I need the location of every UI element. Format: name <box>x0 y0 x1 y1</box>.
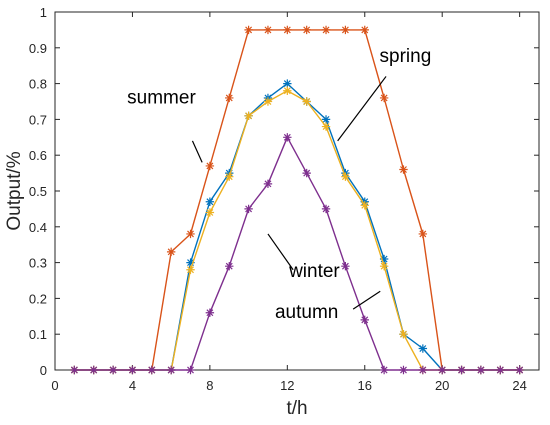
spring-point <box>283 79 292 88</box>
summer-point <box>418 229 428 239</box>
y-tick-label: 0 <box>40 363 47 378</box>
winter-leader-line <box>267 233 294 271</box>
autumn-point <box>263 97 273 106</box>
y-tick-label: 1 <box>40 5 47 20</box>
autumn-point <box>302 97 311 106</box>
winter-point <box>108 365 118 375</box>
y-axis-label: Output/% <box>4 151 25 230</box>
autumn-point <box>225 172 234 181</box>
winter-point <box>302 168 311 178</box>
autumn-point <box>341 172 350 181</box>
autumn-point <box>360 201 369 210</box>
summer-point <box>244 25 253 35</box>
annotation-layer: summer spring winter autumn <box>127 46 431 323</box>
y-tick-label: 0.1 <box>29 327 47 342</box>
summer-point <box>263 25 273 35</box>
winter-point <box>496 365 505 375</box>
summer-point <box>360 25 369 35</box>
winter-point <box>166 365 176 375</box>
x-tick-label: 12 <box>280 378 294 393</box>
winter-point <box>186 365 195 375</box>
annotation-autumn: autumn <box>275 302 338 323</box>
plot-area <box>54 11 540 371</box>
y-tick-label: 0.6 <box>29 148 47 163</box>
winter-point <box>147 365 156 375</box>
y-tick-label: 0.9 <box>29 41 47 56</box>
x-tick-label: 8 <box>206 378 213 393</box>
spring-point <box>379 254 389 264</box>
summer-point <box>166 247 176 257</box>
summer-point <box>379 93 389 103</box>
y-tick-label: 0.3 <box>29 256 47 271</box>
winter-point <box>70 365 79 375</box>
spring-leader-line <box>337 76 387 142</box>
spring-label: spring <box>380 46 432 67</box>
winter-point <box>399 365 408 375</box>
x-axis-label: t/h <box>286 398 307 419</box>
x-tick-label: 0 <box>51 378 58 393</box>
autumn-point <box>399 330 408 339</box>
winter-point <box>283 133 292 142</box>
winter-point <box>205 308 215 317</box>
x-tick-label: 16 <box>358 378 372 393</box>
y-tick-label: 0.5 <box>29 184 47 199</box>
summer-point <box>283 25 292 35</box>
autumn-point <box>205 208 215 217</box>
spring-point <box>186 258 195 267</box>
winter-point <box>476 365 486 375</box>
autumn-point <box>321 122 331 131</box>
autumn-point <box>283 86 292 95</box>
series-layer <box>70 25 524 375</box>
spring-point <box>418 344 428 353</box>
summer-label: summer <box>127 87 196 108</box>
y-tick-label: 0.2 <box>29 291 47 306</box>
y-tick-label: 0.8 <box>29 77 47 92</box>
winter-point <box>89 365 98 375</box>
spring-point <box>321 115 331 124</box>
winter-point <box>128 365 137 375</box>
summer-point <box>225 93 234 103</box>
autumn-label: autumn <box>275 302 338 323</box>
tick-layer: 0 4 8 12 16 20 24 0 0.1 0.2 0.3 0.4 0.5 0.6 0.7 0.8 0.9 1 <box>29 5 539 393</box>
summer-point <box>302 25 311 35</box>
winter-label: winter <box>288 261 340 282</box>
y-tick-label: 0.4 <box>29 220 47 235</box>
winter-point <box>341 261 350 271</box>
y-tick-label: 0.7 <box>29 112 47 127</box>
x-tick-label: 4 <box>129 378 136 393</box>
annotation-summer: summer <box>127 87 196 108</box>
winter-point <box>457 365 466 375</box>
annotation-winter: winter <box>288 261 340 282</box>
autumn-point <box>186 265 195 274</box>
summer-point <box>341 25 350 35</box>
winter-point <box>321 204 331 214</box>
autumn-leader-line <box>352 290 381 310</box>
winter-point <box>438 365 447 375</box>
spring-point <box>205 197 215 206</box>
winter-point <box>225 261 234 271</box>
winter-point <box>360 315 369 325</box>
summer-leader-line <box>191 140 203 163</box>
x-tick-label: 24 <box>512 378 526 393</box>
summer-point <box>186 229 195 239</box>
annotation-spring: spring <box>380 46 432 67</box>
winter-point <box>379 365 389 375</box>
winter-point <box>263 179 273 189</box>
autumn-point <box>379 261 389 271</box>
summer-point <box>321 25 331 35</box>
x-tick-label: 20 <box>435 378 449 393</box>
winter-point <box>418 365 428 375</box>
winter-point <box>515 365 524 375</box>
autumn-point <box>244 111 253 121</box>
summer-point <box>205 161 215 171</box>
winter-point <box>244 204 253 214</box>
series-winter <box>70 133 524 375</box>
summer-point <box>399 165 408 174</box>
